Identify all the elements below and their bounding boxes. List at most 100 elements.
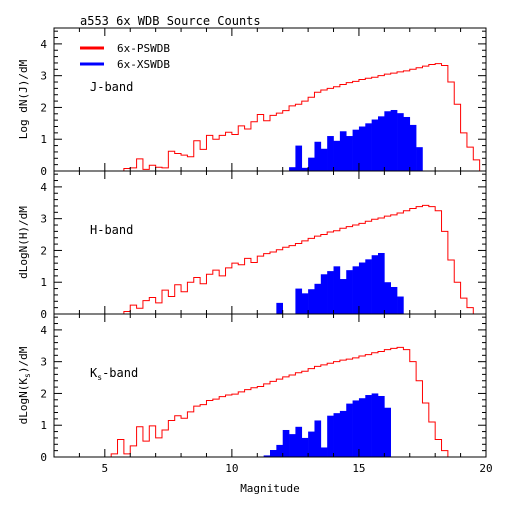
- blue-bar: [409, 124, 417, 171]
- y-tick-label: 2: [40, 387, 47, 400]
- band-label: H-band: [90, 223, 133, 237]
- blue-bar: [378, 252, 385, 314]
- blue-bar: [390, 109, 398, 171]
- blue-bar: [301, 167, 309, 171]
- x-tick-labels: 5 10 15 20: [102, 462, 493, 475]
- band-label: Ks-band: [90, 366, 138, 382]
- y-axis-label: dLogN(H)/dM: [17, 206, 30, 279]
- blue-bar: [314, 420, 322, 457]
- legend-label-1: 6x-PSWDB: [117, 42, 170, 55]
- panel-frame: [53, 170, 487, 315]
- y-tick-label: 3: [40, 356, 47, 369]
- blue-bar: [371, 255, 379, 314]
- x-axis-label: Magnitude: [240, 482, 300, 495]
- y-tick-label: 1: [40, 276, 47, 289]
- blue-bar: [416, 147, 423, 171]
- blue-bar: [308, 431, 315, 457]
- y-tick-label: 3: [40, 70, 47, 83]
- red-step-line: [123, 204, 486, 315]
- blue-bar: [397, 296, 404, 314]
- blue-bar: [403, 116, 411, 171]
- blue-bar: [270, 450, 277, 457]
- legend: 6x-PSWDB 6x-XSWDB: [80, 42, 170, 71]
- band-label: J-band: [90, 80, 133, 94]
- blue-bar: [301, 293, 309, 314]
- blue-bar: [378, 116, 385, 171]
- blue-bar: [327, 415, 334, 457]
- blue-bar: [346, 270, 353, 314]
- blue-bar: [327, 136, 334, 171]
- chart-title: a553 6x WDB Source Counts: [80, 14, 261, 28]
- blue-bar: [346, 403, 353, 457]
- blue-bar: [295, 145, 303, 171]
- blue-bar: [295, 288, 303, 314]
- y-tick-label: 2: [40, 101, 47, 114]
- blue-bar: [358, 398, 366, 457]
- x-tick-label: 10: [225, 462, 238, 475]
- blue-bar: [358, 126, 366, 171]
- blue-bar: [276, 302, 283, 314]
- blue-bar: [333, 266, 341, 314]
- panel-frame: [53, 313, 487, 458]
- blue-bar: [320, 274, 328, 314]
- blue-bar: [289, 434, 296, 457]
- blue-bar: [371, 119, 379, 171]
- blue-bar: [320, 447, 328, 457]
- y-tick-label: 0: [40, 165, 47, 178]
- x-tick-label: 20: [479, 462, 492, 475]
- blue-bar: [327, 271, 334, 314]
- blue-bar: [371, 393, 379, 457]
- blue-bar: [289, 167, 296, 171]
- blue-bar: [346, 136, 353, 171]
- blue-bar: [263, 455, 271, 457]
- y-axis-label: Log dN(J)/dM: [17, 59, 30, 139]
- blue-bar: [339, 279, 347, 314]
- blue-bar: [384, 282, 391, 314]
- panels-container: 0 1 2 3 4 J-band Log dN(J)/dM 0 1 2 3 4 H-band dLogN(…: [17, 27, 487, 464]
- x-tick-label: 5: [102, 462, 109, 475]
- blue-bar: [378, 395, 385, 457]
- blue-bar: [282, 429, 290, 457]
- red-step-line: [110, 346, 461, 458]
- blue-bar: [308, 289, 315, 314]
- blue-bar: [320, 148, 328, 171]
- blue-bar: [314, 141, 322, 171]
- blue-bar: [352, 400, 360, 457]
- panel-1: 0 1 2 3 4 J-band Log dN(J)/dM: [17, 27, 487, 178]
- y-tick-label: 4: [40, 324, 47, 337]
- blue-bar: [352, 266, 360, 314]
- blue-bar: [365, 259, 372, 314]
- y-tick-label: 4: [40, 181, 47, 194]
- blue-bar: [365, 395, 372, 457]
- y-tick-label: 2: [40, 244, 47, 257]
- y-axis-label: dLogN(Ks)/dM: [17, 346, 32, 424]
- blue-bar: [339, 131, 347, 171]
- blue-bar: [390, 286, 398, 314]
- blue-bar: [358, 262, 366, 314]
- y-tick-label: 4: [40, 38, 47, 51]
- blue-bar: [295, 426, 303, 457]
- blue-bar: [384, 111, 391, 171]
- red-step-line: [123, 63, 486, 172]
- blue-bar: [339, 410, 347, 457]
- blue-bar: [397, 113, 404, 171]
- blue-bar: [333, 140, 341, 171]
- blue-bar: [352, 129, 360, 171]
- panel-2: 0 1 2 3 4 H-band dLogN(H)/dM: [17, 170, 487, 321]
- y-tick-label: 0: [40, 451, 47, 464]
- y-tick-label: 0: [40, 308, 47, 321]
- panel-3: 0 1 2 3 4 Ks-band dLogN(Ks)/dM: [17, 313, 487, 464]
- y-tick-label: 1: [40, 419, 47, 432]
- y-tick-label: 1: [40, 133, 47, 146]
- blue-bar: [365, 123, 372, 171]
- blue-bar: [276, 444, 283, 457]
- y-tick-label: 3: [40, 213, 47, 226]
- blue-bar: [384, 407, 391, 457]
- legend-label-2: 6x-XSWDB: [117, 58, 170, 71]
- blue-bar: [301, 437, 309, 457]
- blue-bar: [333, 413, 341, 457]
- x-tick-label: 15: [352, 462, 365, 475]
- blue-bar: [308, 157, 315, 171]
- blue-bar: [314, 283, 322, 314]
